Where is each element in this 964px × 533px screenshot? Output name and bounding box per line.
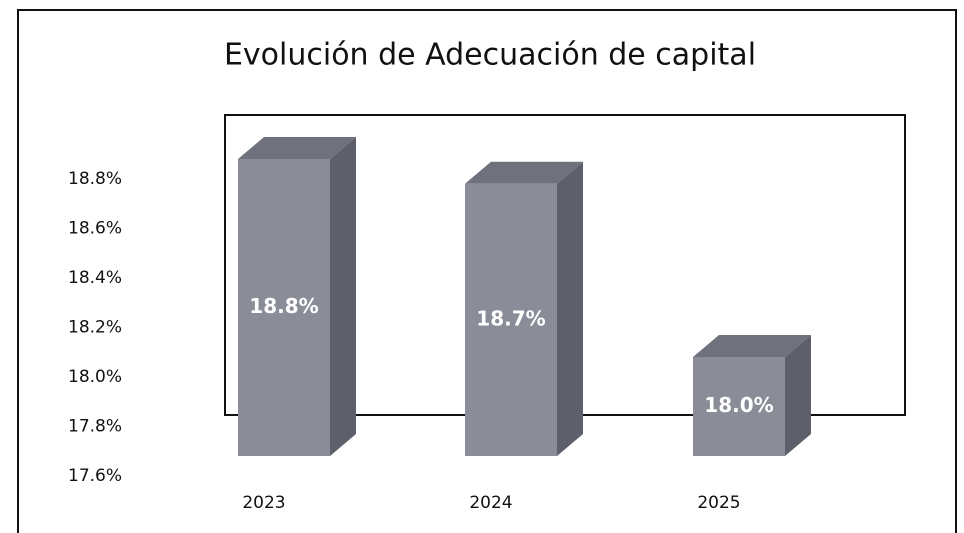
data-label: 18.7% xyxy=(476,306,545,330)
bar xyxy=(693,357,785,456)
y-tick-label: 18.6% xyxy=(68,219,122,239)
bar-top xyxy=(465,161,583,184)
bar-top xyxy=(238,137,356,159)
y-tick-label: 17.8% xyxy=(68,417,122,437)
bar-side xyxy=(785,335,811,456)
bar-side xyxy=(557,161,583,456)
y-tick-label: 18.0% xyxy=(68,367,122,387)
bar xyxy=(238,159,330,456)
x-tick-label: 2025 xyxy=(697,493,740,513)
y-tick-label: 17.6% xyxy=(68,466,122,486)
y-tick-label: 18.8% xyxy=(68,169,122,189)
chart-title: Evolución de Adecuación de capital xyxy=(224,38,756,73)
x-tick-label: 2024 xyxy=(469,493,512,513)
bar-top xyxy=(693,335,811,357)
bar xyxy=(465,183,557,456)
y-tick-label: 18.4% xyxy=(68,268,122,288)
bar-side xyxy=(330,137,356,456)
data-label: 18.8% xyxy=(249,294,318,318)
y-tick-label: 18.2% xyxy=(68,318,122,338)
x-tick-label: 2023 xyxy=(242,493,285,513)
data-label: 18.0% xyxy=(704,393,773,417)
